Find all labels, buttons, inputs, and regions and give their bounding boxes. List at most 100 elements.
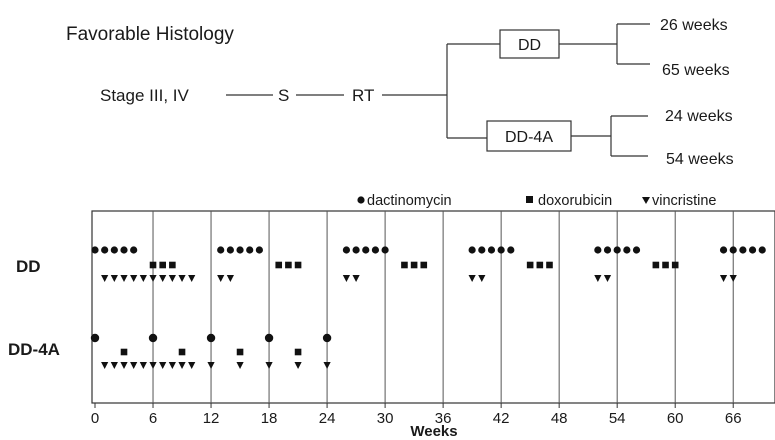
vincristine-marker: [120, 275, 128, 282]
dactinomycin-marker: [623, 246, 631, 254]
dactinomycin-marker: [739, 246, 747, 254]
vincristine-marker: [236, 362, 244, 369]
legend-triangle-icon: [642, 197, 650, 204]
dactinomycin-marker: [381, 246, 389, 254]
doxorubicin-marker: [275, 261, 283, 269]
schedule-chart: DD DD-4A 0 6 12 18 24 30 36 42 48 54 60 66 Weeks: [8, 210, 775, 440]
legend-label-dactinomycin: dactinomycin: [367, 193, 452, 209]
vincristine-marker: [603, 275, 612, 282]
vincristine-marker: [594, 275, 602, 282]
x-tick-label: 6: [149, 410, 157, 427]
row-label-dd: DD: [16, 257, 41, 276]
x-axis-ticks: 0 6 12 18 24 30 36 42 48 54 60 66: [91, 403, 742, 427]
legend-label-doxorubicin: doxorubicin: [538, 193, 612, 209]
dactinomycin-marker: [362, 246, 370, 254]
doxorubicin-marker: [294, 261, 302, 269]
x-tick-label: 36: [435, 410, 452, 427]
x-tick-label: 48: [551, 410, 568, 427]
dactinomycin-marker: [487, 246, 496, 254]
vincristine-marker: [120, 362, 128, 369]
dactinomycin-marker: [478, 246, 486, 254]
vincristine-marker: [178, 362, 186, 369]
dd4a-duration-short: 24 weeks: [665, 108, 733, 125]
x-tick-label: 54: [609, 410, 626, 427]
flow-diagram: Stage III, IV S RT DD 26 weeks 65 weeks …: [100, 17, 734, 168]
dactinomycin-marker: [632, 246, 641, 254]
legend-label-vincristine: vincristine: [652, 193, 716, 209]
x-tick-label: 0: [91, 410, 99, 427]
vincristine-marker: [149, 362, 157, 369]
vincristine-marker: [110, 275, 118, 282]
dactinomycin-marker: [729, 246, 737, 254]
dd4a-box-label: DD-4A: [505, 129, 553, 146]
vincristine-marker: [178, 275, 186, 282]
dactinomycin-marker: [594, 246, 602, 254]
vincristine-marker: [159, 275, 167, 282]
dactinomycin-marker: [603, 246, 612, 254]
legend-square-icon: [526, 196, 533, 203]
dactinomycin-marker: [91, 246, 99, 254]
doxorubicin-marker: [236, 348, 244, 356]
x-tick-label: 42: [493, 410, 510, 427]
dactinomycin-marker: [226, 246, 234, 254]
vincristine-marker: [139, 275, 147, 282]
vincristine-marker: [130, 362, 138, 369]
x-tick-label: 12: [203, 410, 220, 427]
doxorubicin-marker: [410, 261, 418, 269]
dactinomycin-marker: [110, 246, 118, 254]
dd-box: [499, 29, 560, 59]
doxorubicin-marker: [662, 261, 669, 269]
vincristine-marker: [159, 362, 167, 369]
vincristine-marker: [729, 275, 737, 282]
vincristine-marker: [478, 275, 486, 282]
doxorubicin-marker: [671, 261, 679, 269]
x-tick-label: 60: [667, 410, 684, 427]
dactinomycin-marker: [236, 246, 244, 254]
chart-gridlines: [152, 211, 734, 403]
vincristine-marker: [188, 362, 196, 369]
doxorubicin-marker: [149, 261, 157, 269]
doxorubicin-marker: [526, 261, 534, 269]
dactinomycin-marker: [613, 246, 621, 254]
vincristine-marker: [217, 275, 225, 282]
doxorubicin-marker: [546, 261, 553, 269]
vincristine-marker: [101, 362, 109, 369]
dactinomycin-marker: [246, 246, 254, 254]
x-tick-label: 18: [261, 410, 278, 427]
doxorubicin-marker: [652, 261, 660, 269]
figure-title: Favorable Histology: [66, 24, 234, 45]
dactinomycin-marker: [206, 333, 216, 343]
row-label-dd4a: DD-4A: [8, 340, 60, 359]
dactinomycin-marker: [342, 246, 351, 254]
vincristine-marker: [168, 275, 176, 282]
dd4a-duration-long: 54 weeks: [666, 151, 734, 168]
legend: dactinomycin doxorubicin vincristine: [357, 193, 716, 209]
x-tick-label: 30: [377, 410, 394, 427]
x-tick-label: 66: [725, 410, 742, 427]
radiotherapy-label: RT: [352, 86, 374, 105]
dactinomycin-marker: [371, 246, 380, 254]
x-axis-title: Weeks: [410, 423, 457, 440]
dactinomycin-marker: [255, 246, 263, 254]
dactinomycin-marker: [101, 246, 109, 254]
x-tick-label: 24: [319, 410, 336, 427]
dactinomycin-marker: [507, 246, 515, 254]
doxorubicin-marker: [120, 348, 128, 356]
vincristine-marker: [468, 275, 476, 282]
doxorubicin-marker: [178, 348, 186, 356]
vincristine-marker: [294, 362, 302, 369]
dd4a-box: [486, 120, 572, 152]
vincristine-marker: [352, 275, 360, 282]
vincristine-marker: [130, 275, 138, 282]
dactinomycin-marker: [264, 333, 274, 343]
vincristine-marker: [719, 275, 728, 282]
vincristine-marker: [265, 362, 273, 369]
dactinomycin-marker: [130, 246, 138, 254]
vincristine-marker: [323, 362, 331, 369]
dactinomycin-marker: [322, 333, 332, 343]
vincristine-marker: [342, 275, 351, 282]
vincristine-marker: [168, 362, 176, 369]
dactinomycin-marker: [468, 246, 476, 254]
vincristine-marker: [226, 275, 234, 282]
